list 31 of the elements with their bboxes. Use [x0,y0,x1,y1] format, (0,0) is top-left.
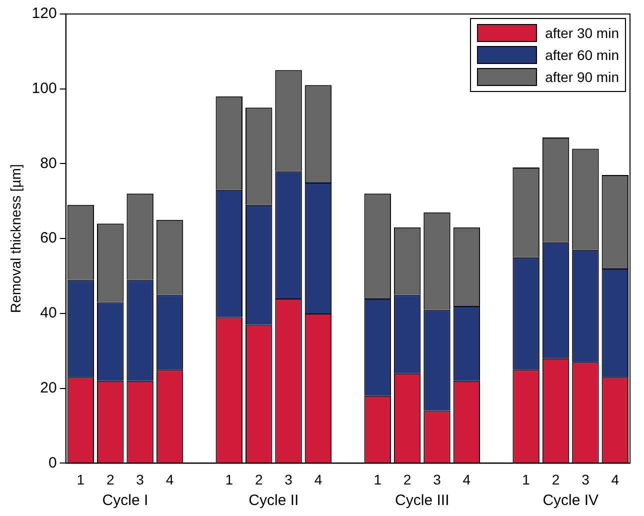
y-axis-title: Removal thickness [µm] [7,164,24,314]
y-tick-label: 0 [48,454,57,472]
x-tick-label: 4 [314,471,322,488]
x-tick-label: 1 [374,471,382,488]
x-tick-label: 3 [582,471,590,488]
y-tick-label: 120 [32,5,57,22]
text: Cycle IV [542,492,599,509]
x-tick-label: 4 [462,471,471,488]
y-tick-label: 40 [40,304,57,322]
x-tick-label: 3 [136,471,144,488]
legend-label: after 60 min [545,47,619,63]
x-tick-label: 2 [403,471,412,488]
x-tick-label: 4 [611,471,620,488]
x-tick-label: 2 [254,471,263,488]
x-tick-label: 2 [106,471,114,488]
text: Cycle II [248,492,299,509]
y-tick-label: 60 [40,230,57,247]
x-tick-label: 4 [166,471,174,488]
text: Cycle I [102,492,148,509]
x-tick-label: 3 [433,471,442,488]
x-tick-label: 2 [552,471,560,488]
x-tick-label: 1 [522,471,530,488]
x-tick-label: 3 [284,471,293,488]
legend-label: after 90 min [545,69,619,85]
y-tick-label: 80 [40,154,57,172]
legend-label: after 30 min [545,25,619,41]
text: Cycle III [395,492,450,509]
x-tick-label: 1 [76,471,85,488]
y-tick-label: 100 [32,80,57,98]
y-tick-label: 20 [40,379,57,396]
x-tick-label: 1 [225,471,234,488]
